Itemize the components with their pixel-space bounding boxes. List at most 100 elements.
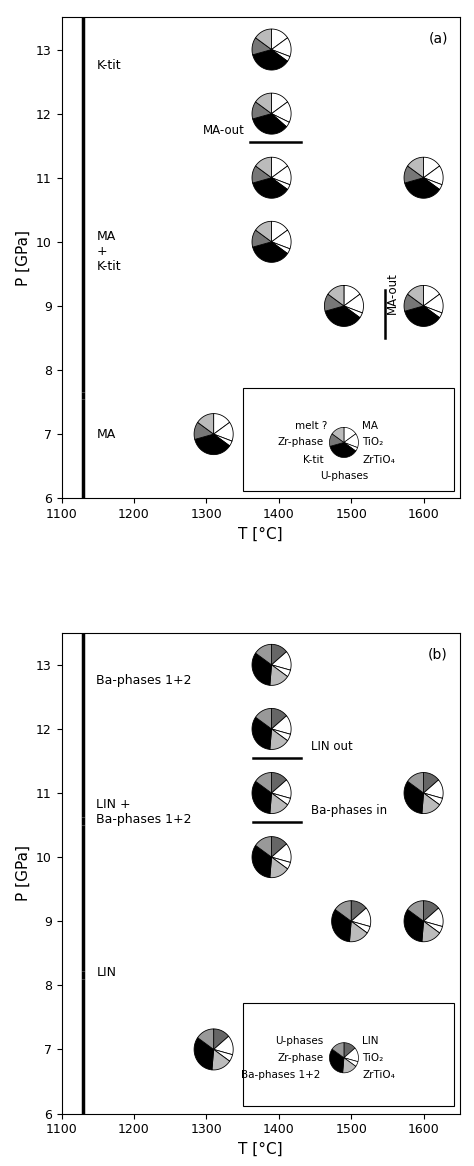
Polygon shape	[344, 1048, 358, 1062]
Polygon shape	[272, 37, 291, 57]
Polygon shape	[408, 157, 424, 177]
Polygon shape	[272, 729, 291, 740]
Polygon shape	[424, 166, 443, 184]
Text: (b): (b)	[428, 647, 448, 661]
Polygon shape	[253, 241, 288, 262]
Polygon shape	[408, 773, 424, 793]
Polygon shape	[252, 101, 272, 119]
Polygon shape	[424, 900, 438, 921]
Text: U-phases: U-phases	[275, 1037, 324, 1046]
Polygon shape	[343, 1058, 356, 1073]
Polygon shape	[272, 793, 291, 805]
Polygon shape	[255, 157, 272, 177]
Text: MA
+
K-tit: MA + K-tit	[96, 230, 121, 273]
Polygon shape	[330, 442, 356, 457]
Polygon shape	[408, 286, 424, 305]
Polygon shape	[424, 157, 439, 177]
Text: K-tit: K-tit	[96, 59, 121, 72]
Text: melt ?: melt ?	[295, 421, 328, 430]
Text: Ba-phases in: Ba-phases in	[311, 803, 388, 816]
Polygon shape	[405, 305, 439, 326]
Polygon shape	[344, 294, 364, 312]
Polygon shape	[329, 434, 344, 447]
Polygon shape	[422, 921, 439, 942]
Polygon shape	[255, 29, 272, 49]
Text: ZrTiO₄: ZrTiO₄	[362, 1070, 395, 1080]
Polygon shape	[344, 428, 356, 442]
FancyBboxPatch shape	[243, 1003, 454, 1107]
Polygon shape	[255, 709, 272, 729]
Polygon shape	[332, 1042, 344, 1058]
Polygon shape	[252, 717, 272, 750]
Text: MA-out: MA-out	[386, 272, 399, 314]
Text: ZrTiO₄: ZrTiO₄	[362, 455, 395, 465]
Polygon shape	[332, 428, 344, 442]
Polygon shape	[272, 177, 290, 190]
Polygon shape	[255, 773, 272, 793]
Polygon shape	[272, 837, 286, 857]
Text: LIN +
Ba-phases 1+2: LIN + Ba-phases 1+2	[96, 799, 192, 827]
Polygon shape	[424, 793, 442, 805]
Polygon shape	[404, 166, 424, 183]
Polygon shape	[214, 434, 232, 445]
Polygon shape	[272, 773, 286, 793]
Text: (a): (a)	[428, 31, 448, 45]
Text: MA: MA	[362, 421, 378, 430]
Polygon shape	[424, 294, 443, 312]
Polygon shape	[329, 1049, 344, 1073]
Text: TiO₂: TiO₂	[362, 1053, 383, 1062]
Polygon shape	[424, 773, 438, 793]
Polygon shape	[194, 1038, 214, 1070]
Polygon shape	[272, 166, 291, 184]
Polygon shape	[272, 113, 289, 127]
Polygon shape	[344, 305, 362, 317]
X-axis label: T [°C]: T [°C]	[238, 527, 283, 541]
Polygon shape	[272, 49, 290, 62]
Polygon shape	[214, 1049, 233, 1061]
Polygon shape	[252, 166, 272, 183]
Text: LIN: LIN	[96, 965, 117, 979]
Polygon shape	[272, 157, 288, 177]
Polygon shape	[214, 1037, 233, 1055]
Text: Ba-phases 1+2: Ba-phases 1+2	[241, 1070, 321, 1080]
Polygon shape	[422, 793, 439, 814]
Polygon shape	[212, 1049, 230, 1070]
Polygon shape	[424, 780, 443, 799]
Polygon shape	[270, 857, 288, 878]
Polygon shape	[344, 286, 360, 305]
Polygon shape	[404, 909, 424, 942]
Polygon shape	[252, 845, 272, 878]
Polygon shape	[344, 1058, 358, 1067]
Polygon shape	[253, 177, 288, 198]
Polygon shape	[253, 113, 286, 134]
Polygon shape	[252, 781, 272, 814]
Text: LIN out: LIN out	[311, 739, 353, 753]
Polygon shape	[194, 422, 214, 440]
Polygon shape	[325, 305, 360, 326]
Polygon shape	[255, 645, 272, 665]
Y-axis label: P [GPa]: P [GPa]	[16, 845, 30, 901]
Text: LIN: LIN	[362, 1037, 379, 1046]
Text: Zr-phase: Zr-phase	[278, 437, 324, 448]
Text: K-tit: K-tit	[303, 455, 324, 465]
Polygon shape	[335, 900, 351, 921]
Polygon shape	[351, 921, 370, 933]
Polygon shape	[344, 434, 358, 448]
Polygon shape	[405, 177, 439, 198]
Polygon shape	[198, 1028, 214, 1049]
Polygon shape	[272, 709, 286, 729]
Polygon shape	[424, 305, 442, 317]
Polygon shape	[424, 908, 443, 927]
Polygon shape	[272, 652, 291, 670]
Polygon shape	[424, 921, 442, 933]
X-axis label: T [°C]: T [°C]	[238, 1142, 283, 1157]
Polygon shape	[272, 93, 288, 113]
Polygon shape	[272, 716, 291, 735]
Polygon shape	[424, 177, 442, 190]
Polygon shape	[214, 422, 233, 441]
Polygon shape	[351, 900, 366, 921]
Polygon shape	[272, 665, 291, 676]
Polygon shape	[252, 653, 272, 686]
Text: TiO₂: TiO₂	[362, 437, 383, 448]
Polygon shape	[255, 222, 272, 241]
